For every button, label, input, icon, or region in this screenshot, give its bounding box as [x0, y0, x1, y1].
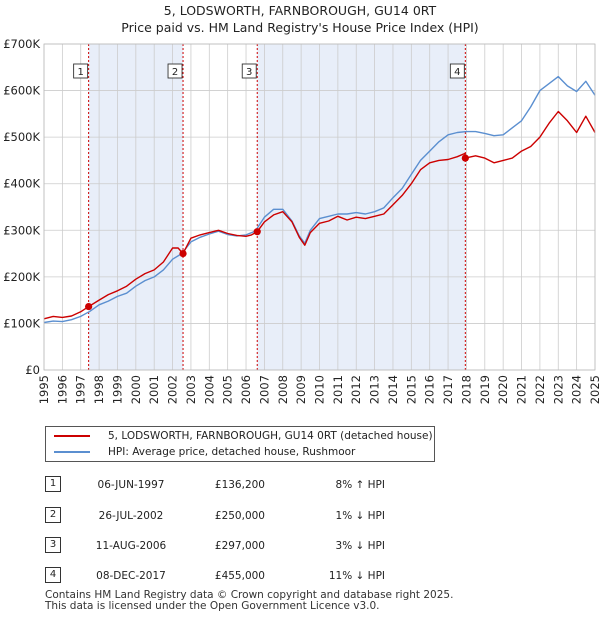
x-tick-label: 2022 — [533, 375, 547, 404]
x-tick-label: 1996 — [55, 375, 69, 404]
x-tick-label: 2013 — [368, 375, 382, 404]
sale-number-box — [449, 63, 465, 79]
x-tick-label: 2020 — [496, 375, 510, 404]
legend-swatch-property — [54, 435, 90, 437]
sale-price: £250,000 — [214, 510, 265, 522]
x-tick-label: 2023 — [551, 375, 565, 404]
sale-number-label: 3 — [246, 67, 252, 78]
x-tick-label: 2006 — [239, 375, 253, 404]
x-tick-label: 2021 — [515, 375, 529, 404]
sale-hpi-diff: 1% ↓ HPI — [335, 510, 385, 522]
x-tick-label: 2007 — [257, 375, 271, 404]
x-tick-label: 2004 — [202, 375, 216, 404]
x-tick-label: 1998 — [92, 375, 106, 404]
table-row: 4 08-DEC-2017 £455,000 11% ↓ HPI — [45, 567, 405, 585]
x-tick-label: 1995 — [37, 375, 51, 404]
sale-date: 11-AUG-2006 — [95, 540, 167, 552]
x-tick-label: 2008 — [276, 375, 290, 404]
sale-date: 08-DEC-2017 — [96, 570, 166, 582]
legend-item-hpi: HPI: Average price, detached house, Rush… — [54, 444, 355, 460]
x-tick-label: 2018 — [459, 375, 473, 404]
sale-number-box — [241, 63, 257, 79]
sale-price: £136,200 — [214, 479, 265, 491]
shaded-span — [257, 44, 466, 370]
y-tick-label: £100K — [3, 316, 40, 330]
y-tick-label: £600K — [3, 84, 40, 98]
x-tick-label: 2017 — [441, 375, 455, 404]
x-tick-label: 2009 — [294, 375, 308, 404]
table-row: 3 11-AUG-2006 £297,000 3% ↓ HPI — [45, 537, 405, 555]
footer-line-2: This data is licensed under the Open Gov… — [45, 600, 380, 612]
table-row: 2 26-JUL-2002 £250,000 1% ↓ HPI — [45, 507, 405, 525]
sale-hpi-diff: 3% ↓ HPI — [335, 540, 385, 552]
legend-label-property: 5, LODSWORTH, FARNBOROUGH, GU14 0RT (det… — [108, 430, 433, 442]
shaded-spans — [88, 44, 466, 370]
x-tick-label: 2024 — [570, 375, 584, 404]
x-tick-label: 2003 — [184, 375, 198, 404]
sale-point — [461, 154, 469, 162]
x-tick-label: 2016 — [423, 375, 437, 404]
legend-swatch-hpi — [54, 451, 90, 453]
title-line-1: 5, LODSWORTH, FARNBOROUGH, GU14 0RT — [163, 3, 437, 18]
sale-number-box — [167, 63, 183, 79]
y-tick-label: £700K — [3, 37, 40, 51]
property-price-line — [43, 110, 596, 320]
chart-title: 5, LODSWORTH, FARNBOROUGH, GU14 0RT Pric… — [0, 2, 600, 36]
sale-hpi-diff: 8% ↑ HPI — [335, 479, 385, 491]
sale-number-badge: 2 — [45, 507, 61, 523]
plot-frame — [43, 43, 596, 371]
x-tick-label: 2001 — [147, 375, 161, 404]
axes: £0 £100K £200K £300K £400K £500K £600K £700K 199… — [3, 37, 600, 404]
y-tick-label: £500K — [3, 130, 40, 144]
x-tick-label: 2012 — [349, 375, 363, 404]
sale-point — [179, 249, 187, 258]
sale-number-box — [73, 63, 89, 79]
y-tick-label: £300K — [3, 223, 40, 237]
x-tick-label: 2005 — [221, 375, 235, 404]
sale-number-label: 1 — [77, 67, 83, 78]
y-tick-label: £0 — [25, 363, 40, 377]
x-tick-label: 2014 — [386, 375, 400, 404]
sale-date: 26-JUL-2002 — [98, 510, 164, 522]
sale-hpi-diff: 11% ↓ HPI — [328, 570, 385, 582]
price-chart: 1 2 3 4 £0 £100K £200K £300K £400K £500K £600K £70… — [3, 37, 600, 404]
sale-number-badge: 3 — [45, 537, 61, 553]
y-tick-label: £200K — [3, 270, 40, 284]
x-tick-label: 2015 — [404, 375, 418, 404]
sale-number-label: 2 — [172, 67, 178, 78]
x-tick-label: 2000 — [129, 375, 143, 404]
sale-number-label: 4 — [454, 67, 460, 78]
x-tick-label: 2002 — [166, 375, 180, 404]
y-tick-label: £400K — [3, 177, 40, 191]
legend-item-property: 5, LODSWORTH, FARNBOROUGH, GU14 0RT (det… — [54, 428, 433, 444]
x-tick-label: 2010 — [313, 375, 327, 404]
footer-note: Contains HM Land Registry data © Crown c… — [45, 590, 453, 612]
x-tick-label: 1997 — [74, 375, 88, 404]
hpi-line — [43, 75, 596, 324]
footer-line-1: Contains HM Land Registry data © Crown c… — [45, 589, 454, 601]
x-tick-label: 2011 — [331, 375, 345, 404]
sale-point — [85, 302, 93, 311]
sale-date: 06-JUN-1997 — [97, 479, 165, 491]
sale-number-badge: 1 — [45, 476, 61, 492]
table-row: 1 06-JUN-1997 £136,200 8% ↑ HPI — [45, 476, 405, 494]
series — [43, 75, 596, 324]
sale-price: £297,000 — [214, 540, 265, 552]
sale-markers: 1 2 3 4 — [73, 63, 469, 311]
x-tick-label: 1999 — [110, 375, 124, 404]
x-tick-label: 2025 — [588, 375, 600, 404]
sale-point — [253, 228, 261, 236]
x-tick-label: 2019 — [478, 375, 492, 404]
title-line-2: Price paid vs. HM Land Registry's House … — [121, 20, 479, 35]
legend-label-hpi: HPI: Average price, detached house, Rush… — [108, 446, 356, 458]
sale-number-badge: 4 — [45, 567, 61, 583]
sale-price: £455,000 — [214, 570, 265, 582]
legend: 5, LODSWORTH, FARNBOROUGH, GU14 0RT (det… — [45, 426, 435, 462]
